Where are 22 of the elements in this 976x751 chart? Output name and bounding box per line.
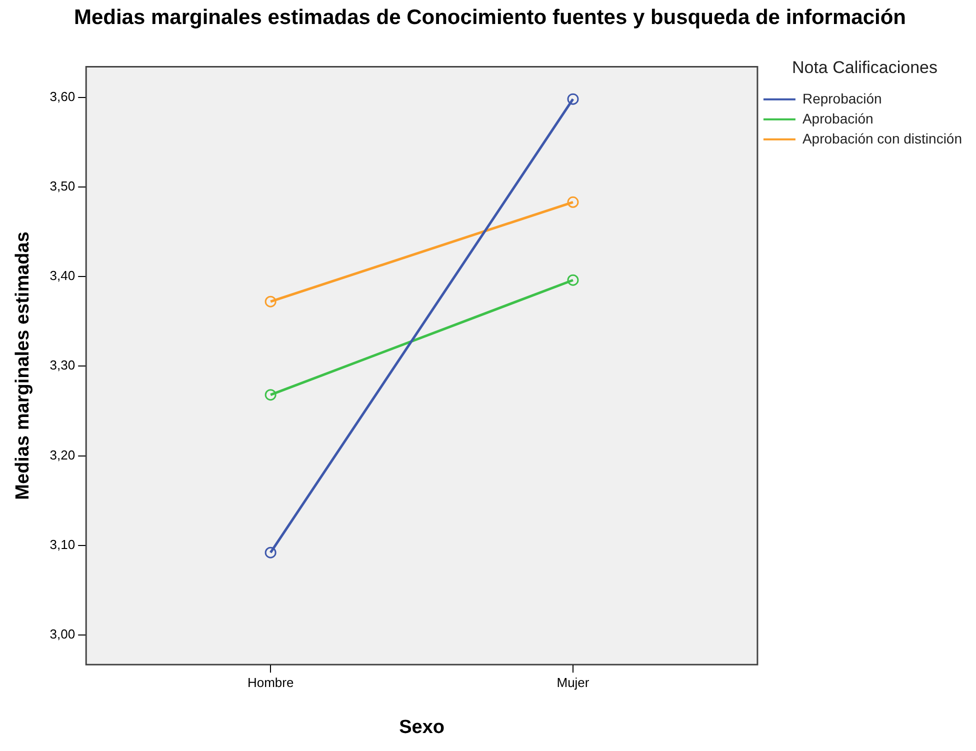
y-tick-label: 3,30 — [50, 358, 76, 373]
y-tick-label: 3,10 — [50, 536, 76, 552]
y-tick-label: 3,60 — [50, 88, 76, 104]
y-axis-title: Medias marginales estimadas — [12, 232, 34, 500]
point — [567, 196, 579, 208]
y-tick-label: 3,20 — [50, 447, 76, 462]
point — [264, 546, 276, 558]
y-tick-label: 3,50 — [50, 178, 76, 194]
legend-label: Reprobación — [802, 90, 882, 106]
point — [264, 296, 276, 308]
point — [264, 389, 276, 401]
x-tick-label: Hombre — [247, 674, 294, 690]
x-tick-label: Mujer — [556, 674, 590, 690]
y-tick-label: 3,00 — [50, 626, 76, 642]
chart-title: Medias marginales estimadas de Conocimiento fuentes y busqueda de información — [72, 6, 908, 29]
y-tick-label: 3,40 — [50, 268, 76, 284]
x-axis-title: Sexo — [399, 716, 444, 738]
point — [567, 93, 579, 105]
point — [567, 274, 579, 286]
legend-label: Aprobación con distinción — [802, 130, 962, 146]
legend-title: Nota Calificaciones — [792, 58, 938, 78]
legend-label: Aprobación — [802, 110, 874, 126]
